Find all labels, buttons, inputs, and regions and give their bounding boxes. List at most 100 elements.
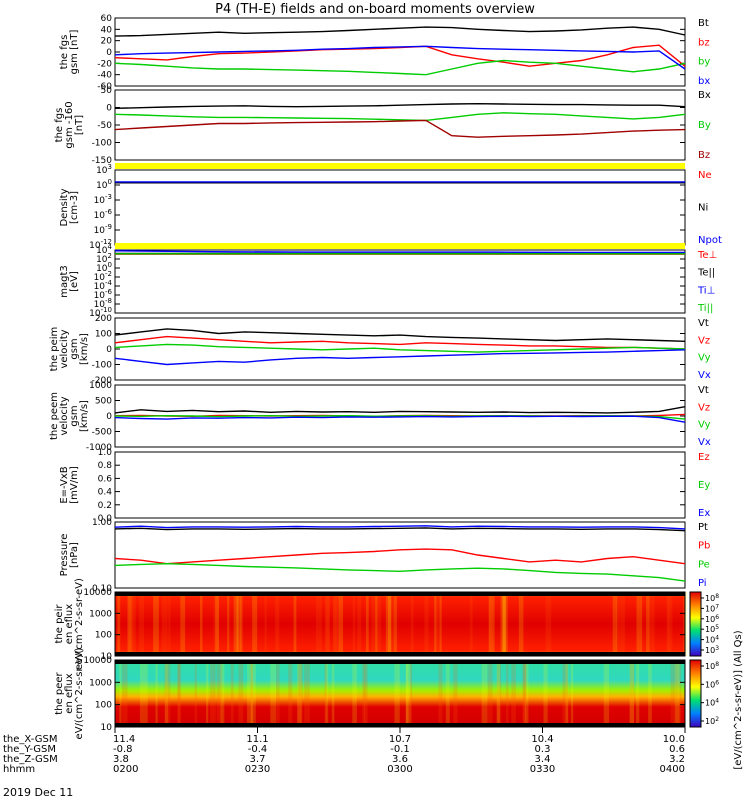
y-tick-label: -20 — [97, 59, 112, 69]
y-tick-label: 10-6 — [94, 288, 113, 301]
spectrogram-streak — [293, 592, 297, 656]
spectrogram-streak — [210, 660, 216, 727]
spectrogram-streak — [177, 660, 182, 727]
y-tick-label: -50 — [97, 121, 112, 131]
spectrogram-streak — [375, 592, 378, 656]
y-tick-label: 104 — [96, 243, 112, 256]
spectrogram — [115, 660, 685, 727]
spectrogram-streak — [648, 592, 655, 656]
spectrogram-streak — [522, 660, 527, 727]
colorbar-tick-label: 106 — [705, 614, 719, 624]
legend-Npot: Npot — [698, 235, 722, 246]
x-tick-label: 0300 — [387, 764, 412, 775]
spectrogram-streak — [410, 592, 414, 656]
panel-10: 10000 1000 100 10 the peeren efluxeV/(cm^2-s… — [54, 630, 744, 769]
spectrogram-gap-top — [115, 660, 685, 664]
spectrogram-streak — [371, 592, 376, 656]
series-line-bx — [114, 45, 686, 70]
spectrogram-streak — [620, 592, 625, 656]
spectrogram-streak — [331, 660, 335, 727]
y-tick-label: 20 — [101, 37, 113, 47]
legend-bz: bz — [698, 37, 710, 48]
panel-9: 10000 1000 100 10 the peiren efluxeV/(cm^2-s… — [54, 578, 719, 670]
legend-Bx: Bx — [698, 90, 711, 101]
spectrogram-gap-bottom — [115, 652, 685, 656]
spectrogram-streak — [570, 660, 574, 727]
colorbar-tick-label: 103 — [705, 645, 719, 655]
y-tick-label: 103 — [96, 163, 112, 176]
series-line-by — [114, 59, 686, 76]
spectrogram-streak — [277, 592, 280, 656]
y-tick-label: 1.00 — [92, 518, 112, 528]
legend-Vx: Vx — [698, 370, 711, 381]
y-tick-label: 60 — [101, 14, 113, 24]
x-tick-label: 3.8 — [113, 754, 129, 765]
colorbar-tick-label: 107 — [705, 603, 719, 613]
spectrogram-streak — [629, 660, 635, 727]
spectrogram-streak — [391, 592, 394, 656]
legend-Pt: Pt — [698, 522, 708, 533]
y-axis-label: the peeren efluxeV/(cm^2-s-sr-eV) — [54, 647, 85, 739]
series-line-Ti⊥ — [114, 250, 685, 254]
spectrogram-streak — [177, 660, 181, 727]
figure-title: P4 (TH-E) fields and on-board moments ov… — [215, 2, 535, 17]
x-tick-label: 0400 — [660, 764, 685, 775]
y-tick-label: -60 — [97, 82, 112, 92]
y-tick-label: 102 — [96, 252, 112, 265]
spectrogram-streak — [325, 660, 329, 727]
quality-flag-bar — [115, 243, 685, 249]
y-tick-label: 1000 — [89, 381, 112, 391]
legend-Vz: Vz — [698, 335, 710, 346]
spectrogram-streak — [496, 660, 502, 727]
y-tick-label: 0.6 — [98, 474, 113, 484]
series-line-Vy — [114, 343, 686, 353]
y-tick-label: -1000 — [86, 443, 112, 453]
legend-Ez: Ez — [698, 452, 710, 463]
spectrogram-streak — [523, 660, 527, 727]
y-tick-label: 0 — [106, 104, 112, 114]
legend-Pe: Pe — [698, 559, 710, 570]
y-axis-label: magt3[eV] — [59, 265, 80, 298]
spectrogram-streak — [674, 660, 680, 727]
x-tick-label: 3.2 — [669, 754, 685, 765]
series-line-Bz — [114, 119, 686, 138]
spectrogram-streak — [236, 592, 241, 656]
spectrogram-streak — [122, 660, 128, 727]
panel-2: 50 0 -50 -100 -150 the fgsgsm -160[nT] Bx By Bz — [54, 86, 711, 166]
series-line-Vz — [114, 335, 686, 350]
spectrogram-streak — [297, 660, 302, 727]
spectrogram-streak — [438, 660, 443, 727]
spectrogram-streak — [130, 592, 134, 656]
spectrogram-streak — [648, 660, 652, 727]
x-tick-label: 0.3 — [535, 744, 551, 755]
spectrogram-streak — [240, 592, 243, 656]
y-tick-label: 0 — [106, 345, 112, 355]
spectrogram-streak — [215, 592, 220, 656]
colorbar-tick-label: 106 — [705, 679, 719, 689]
y-axis-label: Density[cm-3] — [59, 188, 80, 226]
legend-Pi: Pi — [698, 578, 707, 589]
legend-Ti||: Ti|| — [697, 303, 713, 314]
panel-6: 1000 500 0 -500 -1000 the peemvelocitygsm[km/… — [49, 381, 711, 453]
x-tick-label: 11.1 — [246, 734, 268, 745]
spectrogram-streak — [375, 592, 382, 656]
x-tick-label: 3.6 — [392, 754, 408, 765]
plot-frame — [114, 591, 686, 657]
y-tick-label: 10-9 — [94, 223, 112, 236]
legend-Ti⊥: Ti⊥ — [697, 285, 715, 296]
legend-Ni: Ni — [698, 203, 708, 214]
spectrogram-streak — [636, 592, 643, 656]
spectrogram-streak — [227, 592, 230, 656]
y-tick-label: 100 — [96, 178, 112, 191]
x-tick-label: -0.4 — [248, 744, 268, 755]
spectrogram-streak — [338, 592, 344, 656]
legend-Ey: Ey — [698, 480, 710, 491]
series-line-Pb — [114, 548, 686, 565]
spectrogram-streak — [565, 660, 569, 727]
spectrogram-streak — [394, 660, 400, 727]
spectrogram-streak — [145, 660, 148, 727]
y-tick-label: 100 — [95, 631, 112, 641]
y-tick-label: 40 — [101, 25, 113, 35]
spectrogram-streak — [612, 592, 618, 656]
series-line-bz — [114, 44, 686, 67]
